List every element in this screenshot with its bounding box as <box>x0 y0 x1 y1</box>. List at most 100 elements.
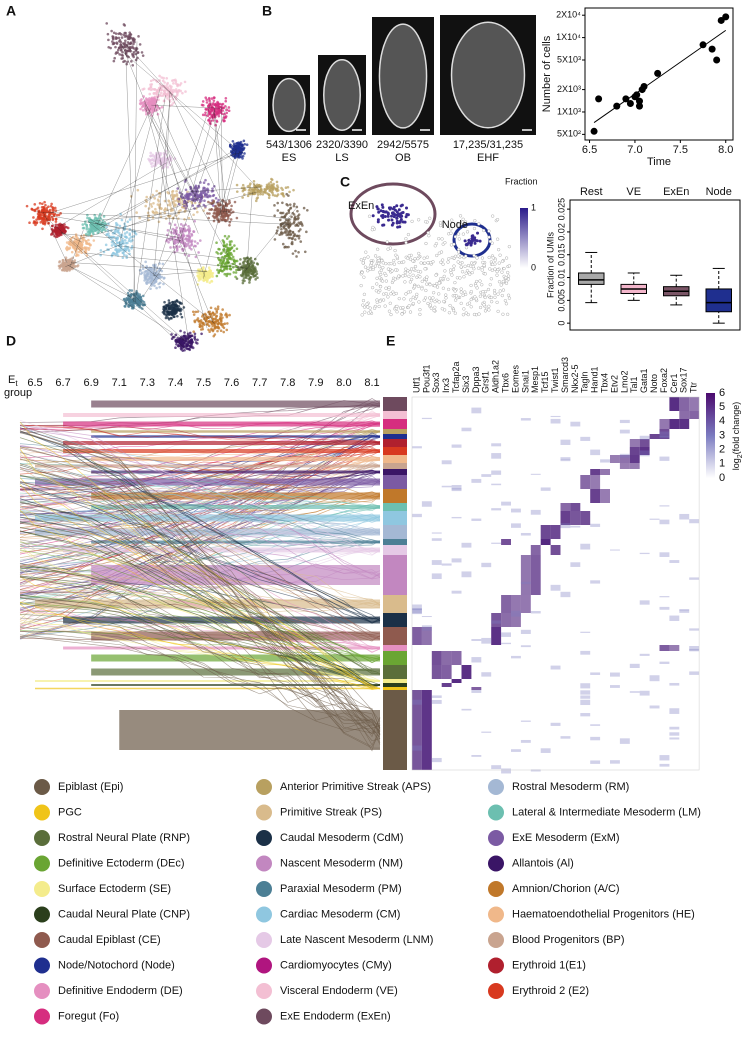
colorbar <box>706 393 715 478</box>
cell-dot <box>179 223 183 226</box>
cell-dot <box>214 315 218 319</box>
cell-dot <box>129 299 132 303</box>
cell-dot <box>194 255 198 259</box>
cell-dot <box>225 274 229 278</box>
cell-dot <box>123 239 127 242</box>
cell-dot <box>254 199 258 203</box>
cell-dot <box>117 228 120 232</box>
cell-dot <box>142 87 146 91</box>
cell-dot <box>428 303 432 307</box>
cell-dot <box>208 330 211 334</box>
cell-dot <box>190 247 193 251</box>
cell-dot <box>199 272 202 275</box>
cell-dot <box>416 257 420 261</box>
cell-dot <box>164 207 167 210</box>
stage-label: 6.7 <box>55 377 70 389</box>
cell-dot <box>175 304 178 307</box>
cell-dot <box>271 187 275 190</box>
cell-dot <box>361 298 366 303</box>
graph-edge <box>93 222 181 241</box>
cell-dot <box>184 90 187 93</box>
row-color <box>383 419 407 429</box>
cell-dot <box>473 241 477 245</box>
heatmap-cell <box>560 511 571 525</box>
cell-dot <box>463 264 467 268</box>
heatmap-cell <box>669 397 680 411</box>
cell-dot <box>135 211 138 214</box>
cell-dot <box>403 270 407 275</box>
cell-dot <box>252 261 256 265</box>
cell-dot <box>462 275 466 279</box>
embryo-shape <box>378 23 428 129</box>
cell-dot <box>387 218 391 222</box>
cell-dot <box>391 279 395 283</box>
cell-dot <box>404 215 408 219</box>
cell-dot <box>152 96 156 100</box>
cell-dot <box>129 42 132 45</box>
heatmap-speck <box>590 449 601 456</box>
cell-dot <box>205 98 209 102</box>
cell-dot <box>284 218 288 222</box>
cell-dot <box>107 38 110 42</box>
cell-dot <box>207 119 210 122</box>
heatmap-speck <box>412 608 422 615</box>
cell-dot <box>407 274 411 278</box>
image-count: 17,235/31,235 <box>453 139 523 151</box>
cell-dot <box>488 239 493 244</box>
cell-dot <box>248 188 252 192</box>
cell-dot <box>125 236 128 239</box>
legend-swatch <box>34 804 50 821</box>
cell-dot <box>291 231 295 234</box>
cell-dot <box>482 228 486 233</box>
cell-dot <box>177 343 181 346</box>
cell-dot <box>443 241 447 245</box>
cell-dot <box>480 268 484 272</box>
heatmap-speck <box>610 672 620 677</box>
cell-dot <box>126 46 129 49</box>
cell-dot <box>128 232 132 235</box>
cell-dot <box>176 307 180 310</box>
cell-dot <box>296 209 299 213</box>
cell-dot <box>433 300 437 304</box>
cell-dot <box>93 213 96 217</box>
cell-dot <box>85 224 88 227</box>
point <box>713 56 721 64</box>
cell-dot <box>477 222 481 226</box>
cell-dot <box>81 240 85 244</box>
cell-dot <box>139 297 143 300</box>
cell-dot <box>149 85 153 89</box>
cell-dot <box>116 48 120 52</box>
cell-dot <box>166 97 169 100</box>
cell-dot <box>211 328 215 332</box>
heatmap-speck <box>550 415 561 418</box>
cell-dot <box>275 231 278 235</box>
cell-dot <box>177 202 181 206</box>
cell-dot <box>170 103 174 106</box>
cell-dot <box>221 316 224 319</box>
cell-dot <box>162 312 166 315</box>
cell-dot <box>166 310 170 314</box>
cell-dot <box>211 119 215 122</box>
cell-dot <box>231 265 235 269</box>
cell-dot <box>51 208 54 212</box>
cell-dot <box>507 245 511 249</box>
legend-label: Epiblast (Epi) <box>58 781 123 793</box>
cell-dot <box>383 304 387 308</box>
cell-dot <box>32 221 36 225</box>
cell-dot <box>172 101 175 104</box>
cell-dot <box>127 294 131 297</box>
stage-label: 8.1 <box>364 377 379 389</box>
row-color <box>383 645 407 651</box>
cell-dot <box>181 337 185 340</box>
cell-dot <box>231 150 235 154</box>
cell-dot <box>196 274 200 278</box>
umap-a <box>25 22 309 352</box>
row-color <box>383 525 407 539</box>
image-count: 543/1306 <box>266 139 312 151</box>
cell-dot <box>89 243 92 247</box>
cell-dot <box>418 270 423 274</box>
cell-dot <box>176 187 179 190</box>
box <box>578 272 605 285</box>
cell-dot <box>126 41 130 44</box>
point <box>613 102 621 110</box>
